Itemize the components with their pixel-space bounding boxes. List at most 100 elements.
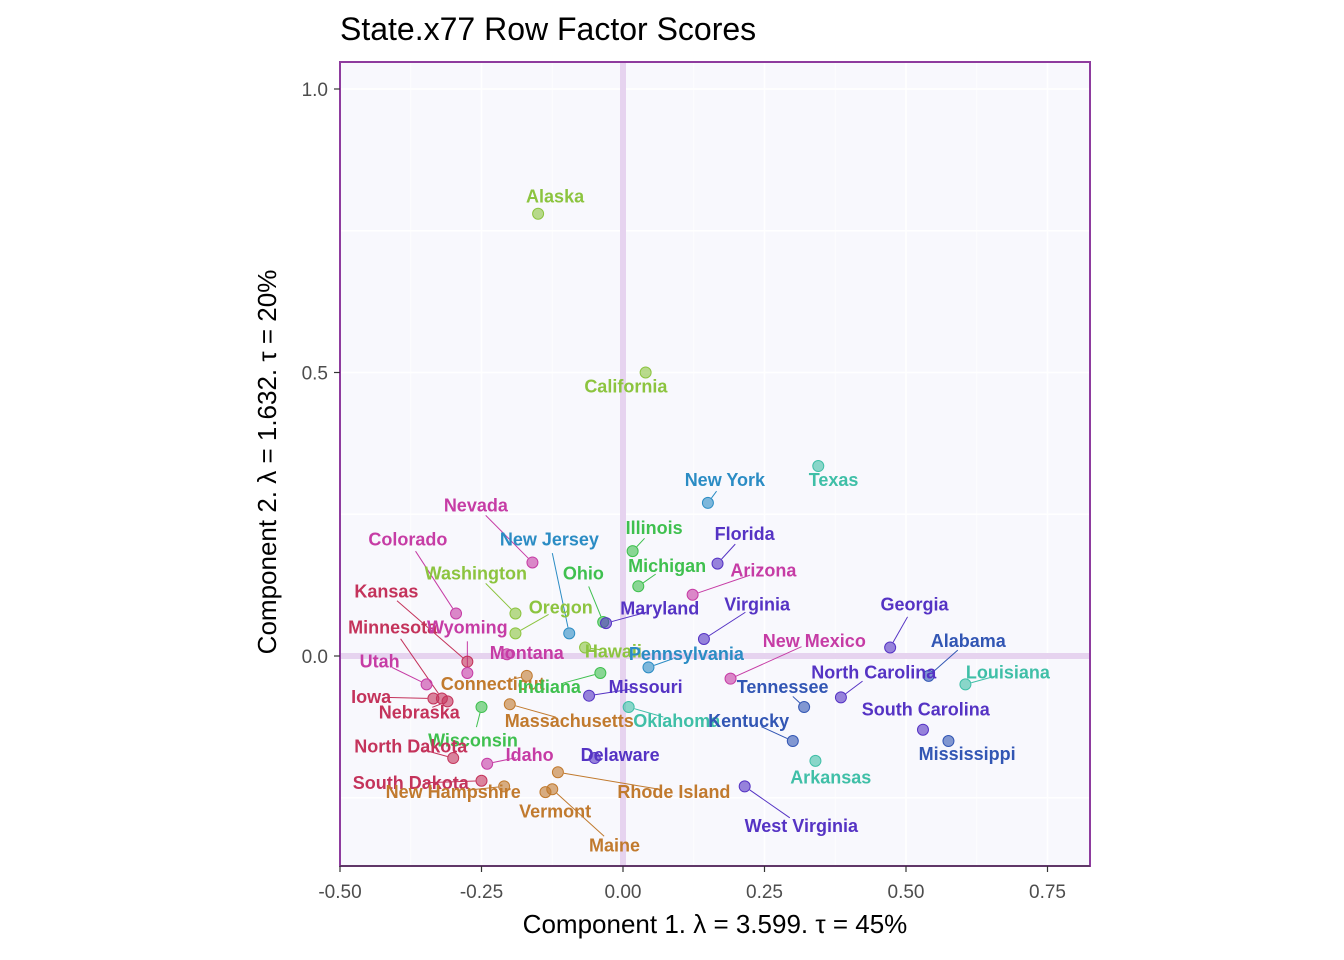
label-kansas: Kansas <box>354 582 418 602</box>
point-maine <box>546 783 559 796</box>
label-montana: Montana <box>490 643 565 663</box>
leader-line-35 <box>634 708 664 718</box>
label-south-dakota: South Dakota <box>353 773 470 793</box>
leader-line-10 <box>588 586 602 617</box>
point-iowa <box>427 692 440 705</box>
leader-line-20 <box>590 647 600 651</box>
leader-line-46 <box>563 772 661 790</box>
point-oregon <box>509 627 522 640</box>
point-montana <box>500 648 513 661</box>
leader-line-44 <box>424 780 476 784</box>
label-michigan: Michigan <box>628 556 706 576</box>
point-nevada <box>526 556 539 569</box>
label-oregon: Oregon <box>529 597 593 617</box>
label-colorado: Colorado <box>368 529 447 549</box>
point-california <box>639 366 652 379</box>
point-pennsylvania <box>642 661 655 674</box>
y-tick-label: 0.0 <box>302 647 328 668</box>
label-georgia: Georgia <box>880 595 949 615</box>
point-georgia <box>884 641 897 654</box>
origin-lines <box>340 62 1090 866</box>
point-oklahoma <box>622 701 635 714</box>
leader-line-40 <box>492 757 517 763</box>
point-south-dakota <box>475 774 488 787</box>
label-alaska: Alaska <box>526 186 585 206</box>
point-new-hampshire <box>498 780 511 793</box>
label-new-hampshire: New Hampshire <box>386 782 521 802</box>
point-new-mexico <box>724 672 737 685</box>
data-points <box>420 207 972 799</box>
point-new-york <box>701 496 714 509</box>
y-axis-title: Component 2. λ = 1.632. τ = 20% <box>252 270 282 655</box>
label-alabama: Alabama <box>931 631 1007 651</box>
leader-line-30 <box>845 680 863 695</box>
point-maryland <box>600 617 613 630</box>
label-kentucky: Kentucky <box>708 711 789 731</box>
point-west-virginia <box>738 780 751 793</box>
leader-line-24 <box>653 658 674 666</box>
label-idaho: Idaho <box>506 745 554 765</box>
label-rhode-island: Rhode Island <box>617 782 730 802</box>
point-connecticut <box>520 669 533 682</box>
label-ohio: Ohio <box>563 563 604 583</box>
y-tick-label: 1.0 <box>302 80 328 101</box>
label-washington: Washington <box>425 563 527 583</box>
point-alaska <box>532 207 545 220</box>
leader-line-21 <box>932 649 959 673</box>
point-south-carolina <box>916 723 929 736</box>
x-tick-label: -0.50 <box>318 882 361 903</box>
leader-line-49 <box>556 792 605 837</box>
x-tick-label: 0.25 <box>746 882 783 903</box>
label-florida: Florida <box>715 524 776 544</box>
x-tick-label: 0.50 <box>888 882 925 903</box>
label-california: California <box>584 376 668 396</box>
point-rhode-island <box>551 766 564 779</box>
label-massachusetts: Massachusetts <box>505 711 634 731</box>
point-virginia <box>697 632 710 645</box>
leader-line-9 <box>485 583 512 610</box>
label-north-carolina: North Carolina <box>811 663 937 683</box>
label-pennsylvania: Pennsylvania <box>629 644 745 664</box>
label-north-dakota: North Dakota <box>354 736 468 756</box>
leader-line-31 <box>971 675 995 684</box>
leader-line-36 <box>761 726 788 740</box>
label-hawaii: Hawaii <box>585 642 642 662</box>
point-wisconsin <box>475 701 488 714</box>
point-missouri <box>583 689 596 702</box>
point-texas <box>812 460 825 473</box>
point-labels: Alaska California Texas New York Nevada Color… <box>348 186 1051 855</box>
label-oklahoma: Oklahoma <box>633 711 721 731</box>
point-washington <box>509 607 522 620</box>
label-new-jersey: New Jersey <box>500 529 599 549</box>
point-hawaii <box>579 641 592 654</box>
point-louisiana <box>959 678 972 691</box>
leader-line-32 <box>792 696 801 704</box>
leader-line-25 <box>391 667 422 683</box>
point-nebraska <box>441 695 454 708</box>
leader-line-15 <box>611 611 647 623</box>
point-new-jersey <box>563 627 576 640</box>
leader-line-12 <box>698 574 751 594</box>
point-arizona <box>686 588 699 601</box>
leader-line-45 <box>467 786 499 791</box>
point-utah <box>420 678 433 691</box>
leader-line-39 <box>424 749 448 757</box>
leader-line-13 <box>396 600 464 659</box>
label-nebraska: Nebraska <box>379 702 461 722</box>
label-mississippi: Mississippi <box>919 744 1016 764</box>
label-maine: Maine <box>589 836 640 856</box>
point-delaware <box>588 752 601 765</box>
label-leader-lines <box>385 490 995 837</box>
point-illinois <box>626 545 639 558</box>
leader-line-27 <box>506 676 522 682</box>
label-minnesota: Minnesota <box>348 617 438 637</box>
x-axis-title: Component 1. λ = 3.599. τ = 45% <box>523 909 908 939</box>
label-indiana: Indiana <box>518 677 582 697</box>
point-mississippi <box>942 735 955 748</box>
leader-line-6 <box>551 553 569 628</box>
label-utah: Utah <box>360 651 400 671</box>
leader-line-22 <box>735 646 802 677</box>
plot-panel <box>340 62 1090 866</box>
label-iowa: Iowa <box>351 687 392 707</box>
point-north-dakota <box>447 752 460 765</box>
